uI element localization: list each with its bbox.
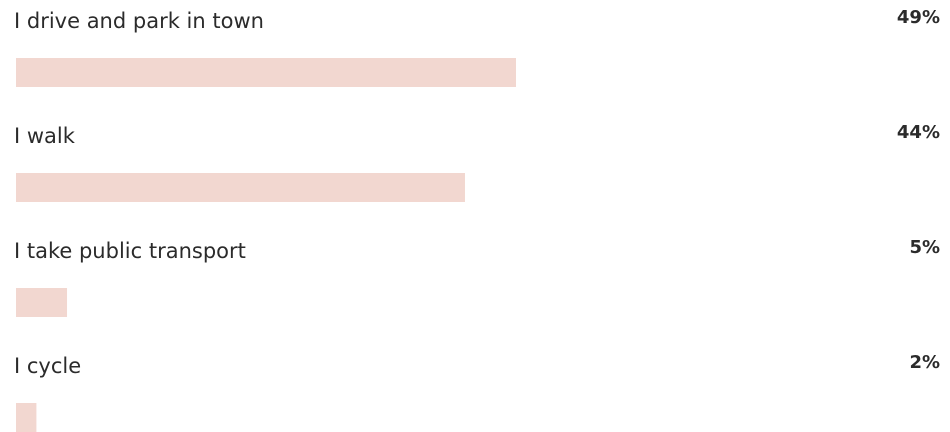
option-label: I walk bbox=[14, 124, 76, 148]
bar bbox=[16, 173, 465, 202]
percentage-label: 49% bbox=[897, 7, 940, 28]
option-label: I cycle bbox=[14, 354, 81, 378]
bar bbox=[16, 288, 68, 317]
option-label: I take public transport bbox=[14, 239, 246, 263]
bar bbox=[16, 58, 516, 87]
option-label: I drive and park in town bbox=[14, 9, 264, 33]
percentage-label: 44% bbox=[897, 122, 940, 143]
percentage-label: 2% bbox=[909, 352, 940, 373]
percentage-label: 5% bbox=[909, 237, 940, 258]
bar bbox=[16, 403, 37, 432]
